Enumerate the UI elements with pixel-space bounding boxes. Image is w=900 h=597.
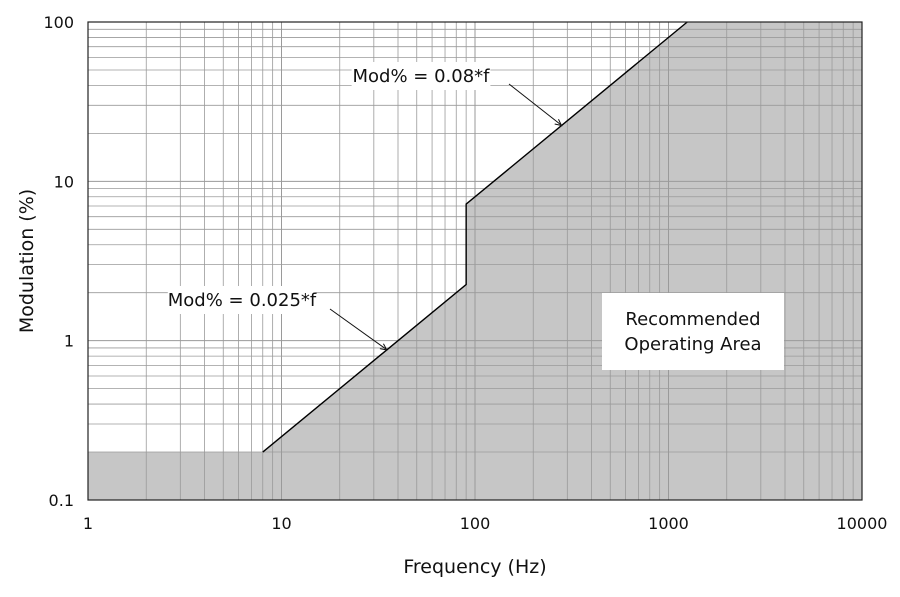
x-tick-label: 100 bbox=[460, 514, 491, 533]
region-label-line: Recommended bbox=[625, 309, 760, 330]
y-tick-labels: 0.1 1 10 100 bbox=[43, 13, 74, 510]
x-tick-label: 10000 bbox=[837, 514, 888, 533]
region-label-background bbox=[602, 293, 784, 370]
annotation-arrowhead bbox=[379, 343, 388, 351]
annotation-background bbox=[351, 62, 491, 90]
y-tick-label: 10 bbox=[54, 172, 74, 191]
annotation-label: Mod% = 0.08*f bbox=[352, 66, 490, 87]
y-tick-label: 1 bbox=[64, 332, 74, 351]
region-label-line: Operating Area bbox=[624, 334, 761, 355]
y-tick-label: 0.1 bbox=[49, 491, 74, 510]
annotation-1: Mod% = 0.025*f bbox=[167, 286, 388, 351]
frame-layer bbox=[87, 21, 863, 501]
annotation-arrowhead bbox=[554, 119, 563, 127]
y-tick-label: 100 bbox=[43, 13, 74, 32]
x-tick-labels: 1 10 100 1000 10000 bbox=[83, 514, 888, 533]
y-axis-title: Modulation (%) bbox=[16, 189, 38, 333]
boundary-line bbox=[262, 21, 688, 453]
annotation-label: Mod% = 0.025*f bbox=[168, 290, 317, 311]
annotation-leader bbox=[508, 83, 561, 125]
x-tick-label: 10 bbox=[271, 514, 291, 533]
annotation-background bbox=[167, 286, 317, 314]
plot-frame bbox=[87, 21, 863, 501]
x-tick-label: 1 bbox=[83, 514, 93, 533]
x-tick-label: 1000 bbox=[648, 514, 689, 533]
annotation-2: Mod% = 0.08*f bbox=[351, 62, 563, 127]
annotation-leader bbox=[329, 308, 387, 350]
x-axis-title: Frequency (Hz) bbox=[403, 556, 546, 578]
line-layer bbox=[262, 21, 688, 453]
annotation-layer: Mod% = 0.025*f Mod% = 0.08*f Recommended Op… bbox=[168, 62, 784, 370]
region-label: Recommended Operating Area bbox=[602, 293, 784, 370]
